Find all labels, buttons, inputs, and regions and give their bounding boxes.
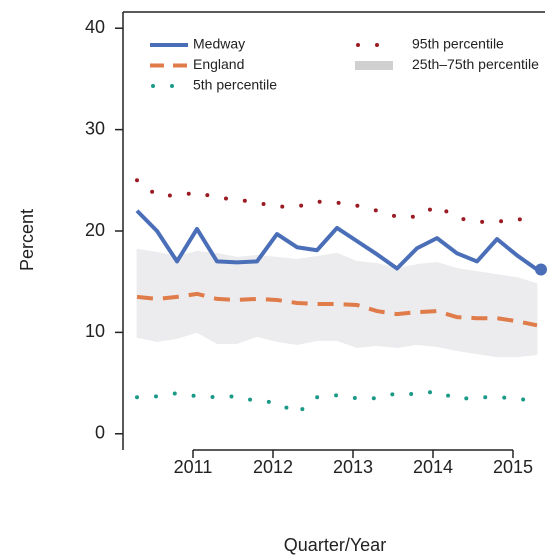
- legend-label: England: [193, 56, 244, 72]
- legend-label: 5th percentile: [193, 77, 277, 93]
- band-segment: [456, 268, 478, 355]
- band-segment: [496, 274, 518, 358]
- series-line: [135, 209, 539, 272]
- band-segment: [296, 255, 318, 346]
- x-axis-label: Quarter/Year: [284, 535, 386, 555]
- y-tick-label: 0: [95, 423, 105, 443]
- series-line: [136, 291, 538, 328]
- end-marker: [535, 263, 547, 276]
- series-line: [135, 178, 539, 225]
- band-segment: [316, 252, 338, 341]
- legend-label: 95th percentile: [412, 36, 504, 52]
- x-tick-label: 2015: [493, 457, 533, 477]
- band-segment: [516, 277, 538, 358]
- legend-label: 25th–75th percentile: [412, 56, 539, 72]
- y-tick-label: 10: [85, 321, 105, 341]
- series-line: [135, 389, 539, 416]
- y-axis-label: Percent: [17, 209, 37, 271]
- y-tick-label: 20: [85, 220, 105, 240]
- band-segment: [416, 261, 438, 348]
- y-tick-label: 40: [85, 17, 105, 37]
- band-segment: [476, 271, 498, 358]
- x-tick-label: 2014: [413, 457, 453, 477]
- y-tick-label: 30: [85, 118, 105, 138]
- band-segment: [356, 260, 378, 349]
- legend-label: Medway: [193, 36, 245, 52]
- band-segment: [436, 261, 458, 352]
- band-segment: [196, 250, 218, 345]
- x-tick-label: 2011: [174, 457, 213, 477]
- band-segment: [336, 252, 358, 349]
- band-segment: [376, 262, 398, 349]
- x-tick-label: 2012: [253, 457, 293, 477]
- band-segment: [396, 263, 418, 349]
- x-tick-label: 2013: [333, 457, 373, 477]
